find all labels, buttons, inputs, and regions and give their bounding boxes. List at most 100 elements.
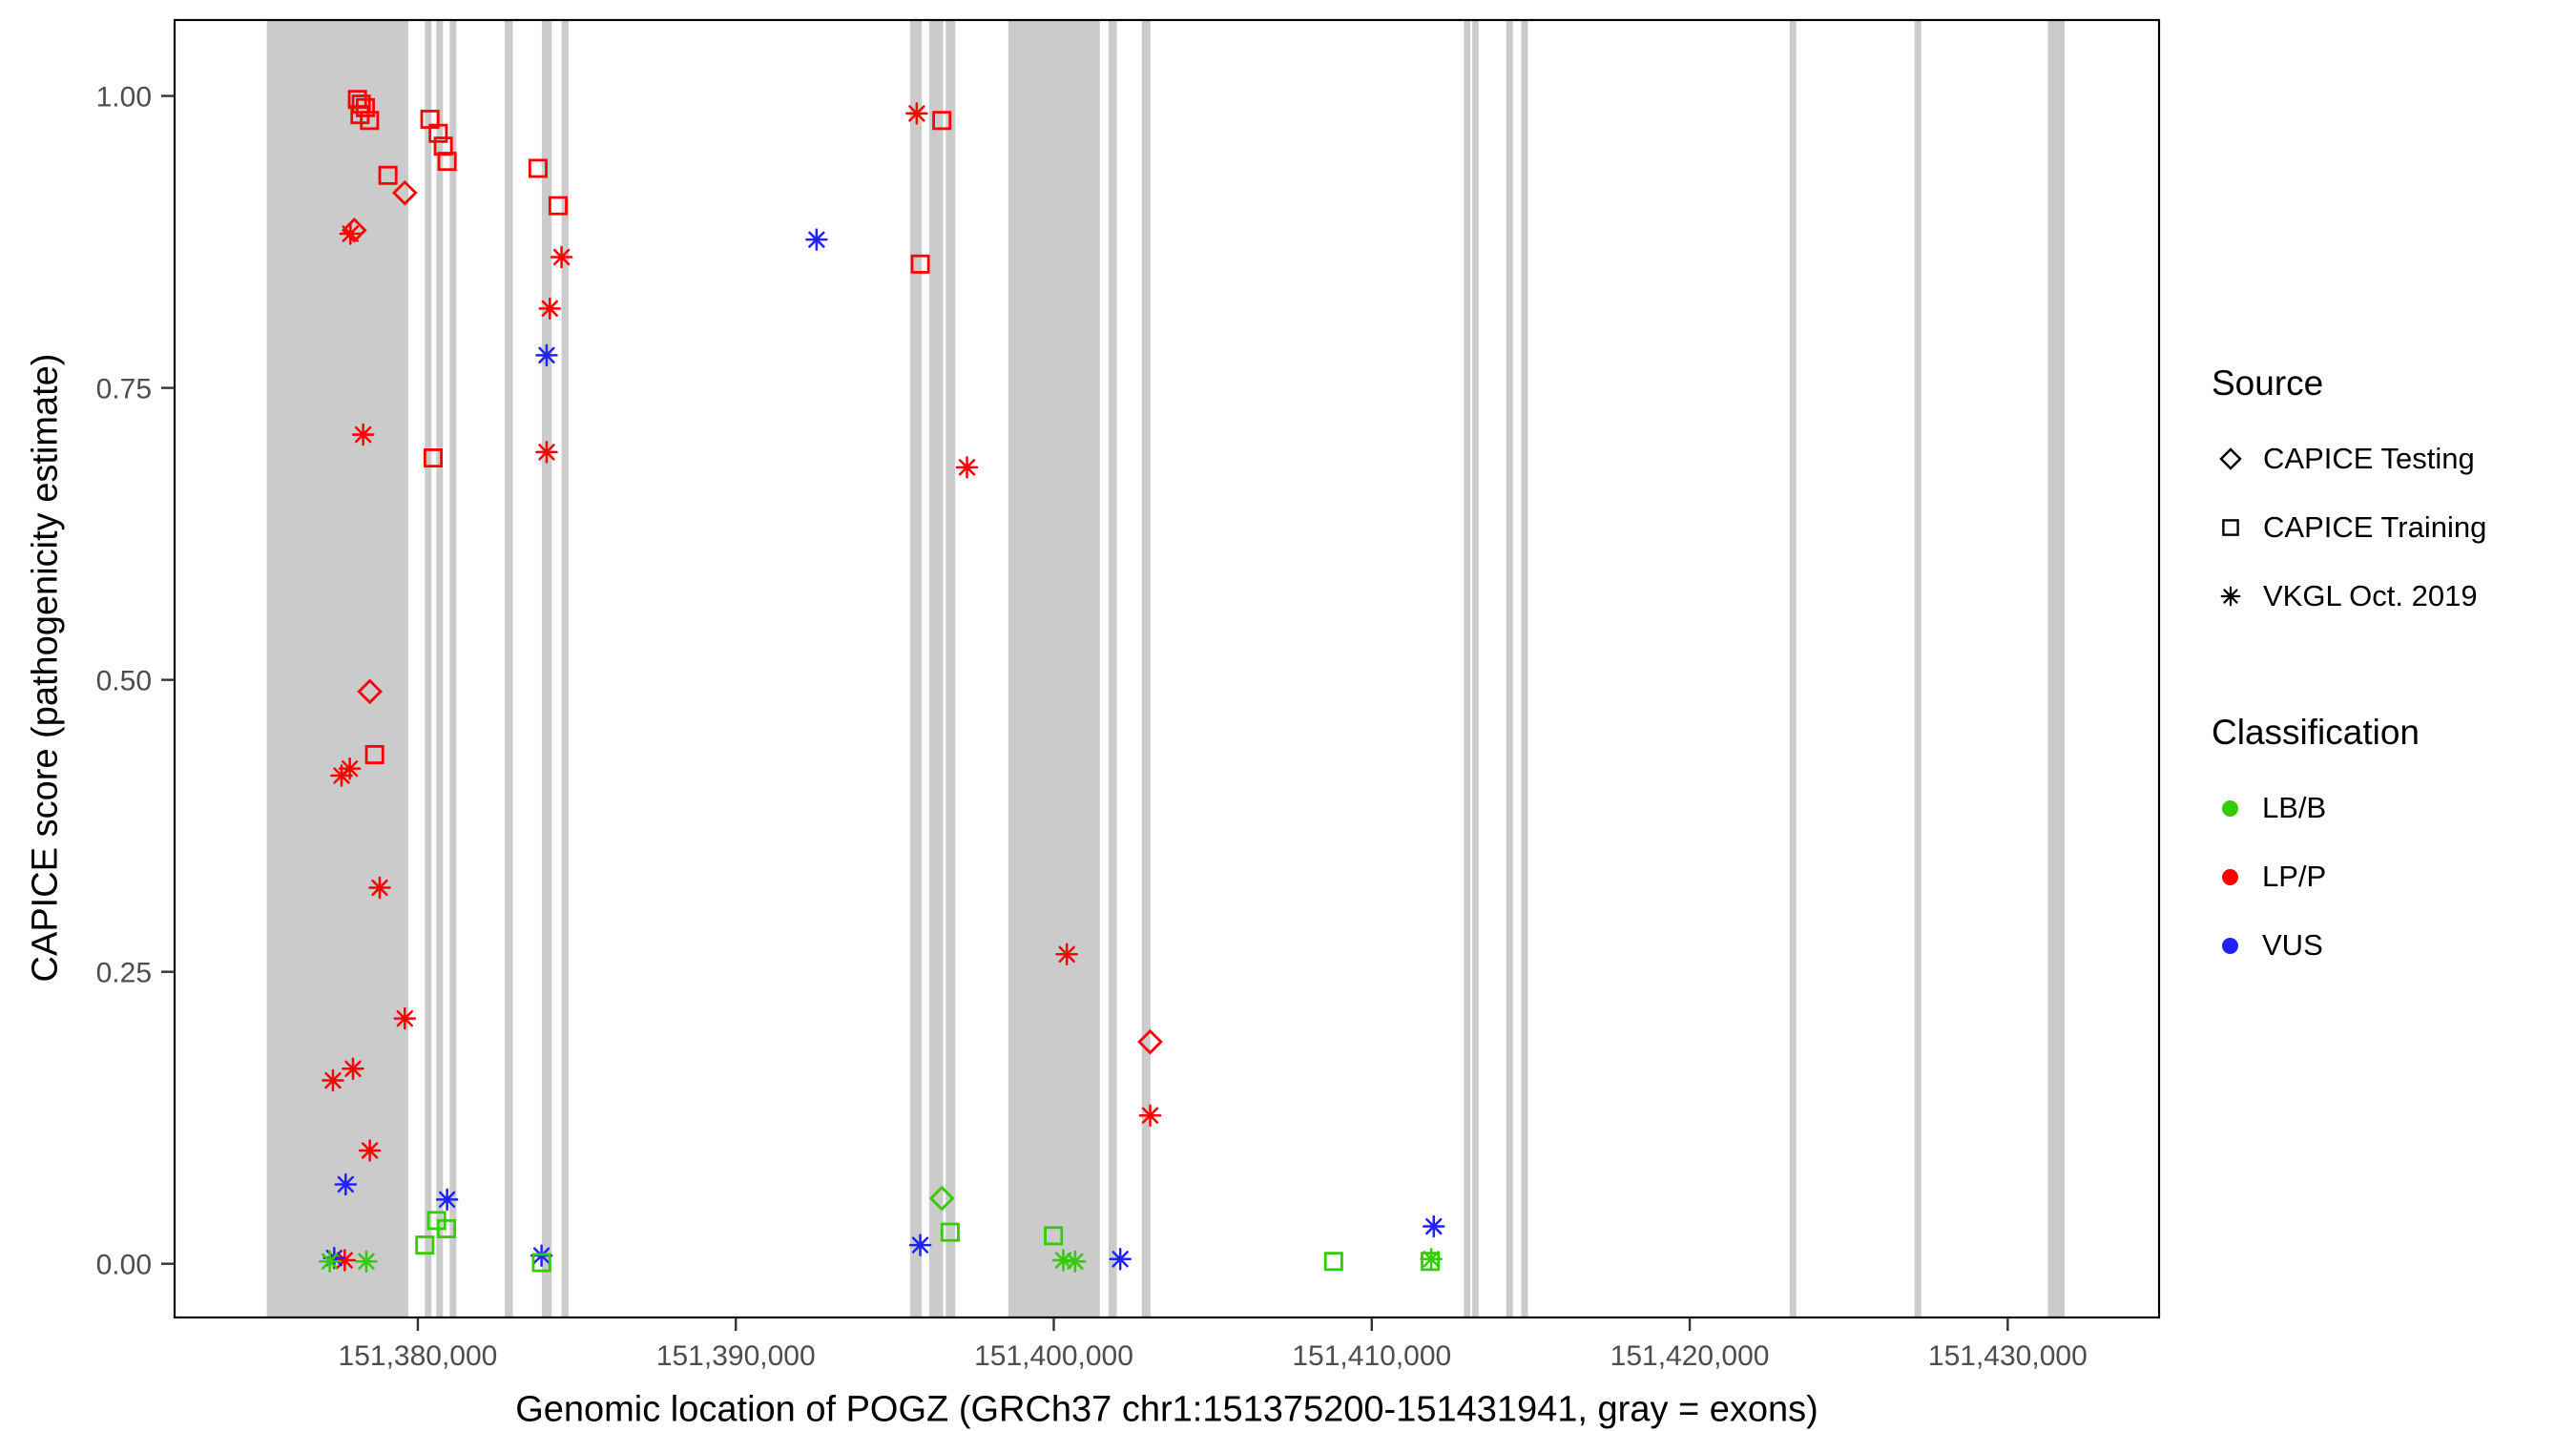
square-marker [360, 111, 380, 131]
legend-item-lb-b: LB/B [2212, 788, 2486, 828]
legend-classification-items: LB/B LP/P VUS [2212, 788, 2486, 965]
class-color-dot [2222, 799, 2238, 817]
x-tick-label: 151,400,000 [974, 1340, 1133, 1372]
diamond-icon [2219, 447, 2242, 470]
panel-border [173, 18, 2161, 1319]
exon-band [928, 20, 944, 1317]
square-marker [1044, 1226, 1064, 1246]
asterisk-marker [351, 423, 375, 446]
asterisk-marker [393, 1006, 417, 1030]
exon-band [436, 20, 444, 1317]
x-tick-label: 151,420,000 [1610, 1340, 1770, 1372]
legend-item-vus: VUS [2212, 925, 2486, 965]
legend-item-label: CAPICE Testing [2263, 442, 2475, 475]
y-tick-label: 0.00 [96, 1250, 152, 1281]
asterisk-marker [342, 1057, 364, 1081]
square-marker [436, 1218, 456, 1238]
square-marker [940, 1222, 960, 1242]
exon-band [561, 20, 569, 1317]
asterisk-marker [322, 1068, 344, 1092]
y-tick-label: 1.00 [96, 82, 152, 114]
asterisk-marker [355, 1250, 378, 1273]
x-axis: 151,380,000 151,390,000 151,400,000 151,410… [339, 1317, 2088, 1372]
y-tick-label: 0.25 [96, 958, 152, 989]
asterisk-marker [535, 343, 558, 367]
asterisk-marker [435, 1188, 459, 1212]
exon-band [1521, 20, 1528, 1317]
asterisk-marker [1051, 1249, 1075, 1272]
square-marker [437, 152, 457, 172]
exon-band [1506, 20, 1513, 1317]
diamond-marker [928, 1185, 955, 1212]
square-marker [531, 1253, 551, 1273]
legend-classification-title: Classification [2212, 713, 2420, 752]
legend-item-label: LB/B [2262, 791, 2327, 824]
square-marker [415, 1235, 435, 1255]
exon-band [945, 20, 956, 1317]
x-axis-title: Genomic location of POGZ (GRCh37 chr1:15… [515, 1389, 1818, 1430]
exon-band [449, 20, 457, 1317]
diamond-marker [2219, 447, 2242, 470]
asterisk-marker [1138, 1104, 1162, 1127]
diamond-marker [1137, 1028, 1163, 1055]
exon-band [504, 20, 513, 1317]
asterisk-marker [333, 1249, 357, 1272]
x-tick-label: 151,380,000 [339, 1340, 498, 1372]
asterisk-marker [368, 876, 391, 900]
exon-band [266, 20, 408, 1317]
legend-item-square: CAPICE Training [2212, 508, 2486, 548]
square-marker [932, 111, 952, 131]
y-axis-title: CAPICE score (pathogenicity estimate) [25, 353, 66, 983]
legend-item-asterisk: VKGL Oct. 2019 [2212, 576, 2486, 616]
exon-band [425, 20, 432, 1317]
class-color-dot [2222, 937, 2238, 954]
asterisk-marker [338, 757, 362, 780]
asterisk-marker [1055, 943, 1078, 966]
square-marker [378, 165, 398, 185]
exon-band [1472, 20, 1479, 1317]
exon-bands [266, 20, 2066, 1317]
y-axis: 0.00 0.25 0.50 0.75 1.00 [96, 82, 175, 1281]
diamond-marker [391, 179, 418, 206]
exon-band [1141, 20, 1151, 1317]
legend-item-label: VUS [2262, 928, 2323, 962]
legend-item-label: CAPICE Training [2263, 510, 2487, 544]
square-marker [423, 448, 443, 468]
asterisk-marker [905, 102, 928, 125]
asterisk-marker [358, 1139, 382, 1162]
legend-source-title: Source [2212, 363, 2324, 403]
asterisk-marker [2220, 586, 2241, 607]
square-marker [548, 196, 568, 216]
square-marker [428, 123, 448, 143]
asterisk-marker [1423, 1214, 1445, 1238]
asterisk-marker [339, 222, 363, 245]
y-tick-label: 0.50 [96, 666, 152, 697]
exon-band [1464, 20, 1471, 1317]
square-marker [2222, 519, 2239, 536]
asterisk-marker [550, 245, 573, 269]
y-tick-label: 0.75 [96, 374, 152, 405]
diamond-marker [341, 218, 367, 243]
exon-band [1914, 20, 1922, 1317]
asterisk-marker [805, 228, 828, 251]
asterisk-marker [318, 1250, 342, 1273]
asterisk-marker [538, 297, 562, 321]
square-marker [910, 254, 930, 274]
legend-item-lp-p: LP/P [2212, 857, 2486, 897]
exon-band [1108, 20, 1117, 1317]
legend-item-label: VKGL Oct. 2019 [2263, 579, 2478, 612]
asterisk-icon [2220, 586, 2241, 607]
legend-item-diamond: CAPICE Testing [2212, 439, 2486, 479]
exon-band [541, 20, 552, 1317]
class-color-dot [2222, 868, 2238, 885]
square-marker [364, 744, 384, 764]
square-icon [2222, 519, 2239, 536]
exon-band [1008, 20, 1100, 1317]
asterisk-marker [1109, 1248, 1132, 1271]
legend-source-items: CAPICE Testing CAPICE Training VKGL Oct. 2… [2212, 439, 2486, 616]
exon-band [909, 20, 923, 1317]
diamond-marker [357, 678, 383, 705]
x-tick-label: 151,390,000 [656, 1340, 816, 1372]
